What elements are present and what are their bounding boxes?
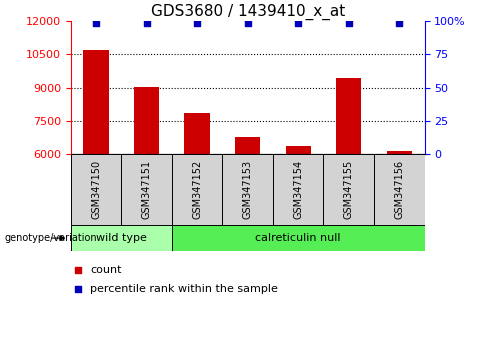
Bar xyxy=(336,78,362,154)
Bar xyxy=(235,137,260,154)
Point xyxy=(395,20,403,25)
Point xyxy=(74,268,81,273)
Text: GSM347152: GSM347152 xyxy=(192,160,202,219)
Text: GSM347156: GSM347156 xyxy=(394,160,404,219)
Point xyxy=(345,20,353,25)
Bar xyxy=(71,225,172,251)
Point xyxy=(142,20,150,25)
Bar xyxy=(71,154,122,225)
Bar xyxy=(273,154,324,225)
Bar xyxy=(184,113,210,154)
Point xyxy=(74,286,81,292)
Text: GSM347154: GSM347154 xyxy=(293,160,303,219)
Bar xyxy=(223,154,273,225)
Text: count: count xyxy=(90,265,122,275)
Bar xyxy=(324,154,374,225)
Text: calreticulin null: calreticulin null xyxy=(255,233,341,243)
Bar xyxy=(172,225,425,251)
Text: genotype/variation: genotype/variation xyxy=(5,233,98,243)
Bar xyxy=(134,86,159,154)
Point xyxy=(244,20,252,25)
Bar xyxy=(122,154,172,225)
Point xyxy=(92,20,100,25)
Bar xyxy=(172,154,223,225)
Text: GSM347151: GSM347151 xyxy=(142,160,152,219)
Bar xyxy=(83,50,109,154)
Point xyxy=(193,20,201,25)
Bar xyxy=(386,151,412,154)
Point xyxy=(294,20,302,25)
Text: wild type: wild type xyxy=(96,233,147,243)
Bar xyxy=(374,154,425,225)
Text: GSM347153: GSM347153 xyxy=(243,160,253,219)
Text: GSM347155: GSM347155 xyxy=(344,160,354,219)
Text: percentile rank within the sample: percentile rank within the sample xyxy=(90,284,278,294)
Text: GSM347150: GSM347150 xyxy=(91,160,101,219)
Bar xyxy=(285,146,311,154)
Title: GDS3680 / 1439410_x_at: GDS3680 / 1439410_x_at xyxy=(150,4,345,20)
